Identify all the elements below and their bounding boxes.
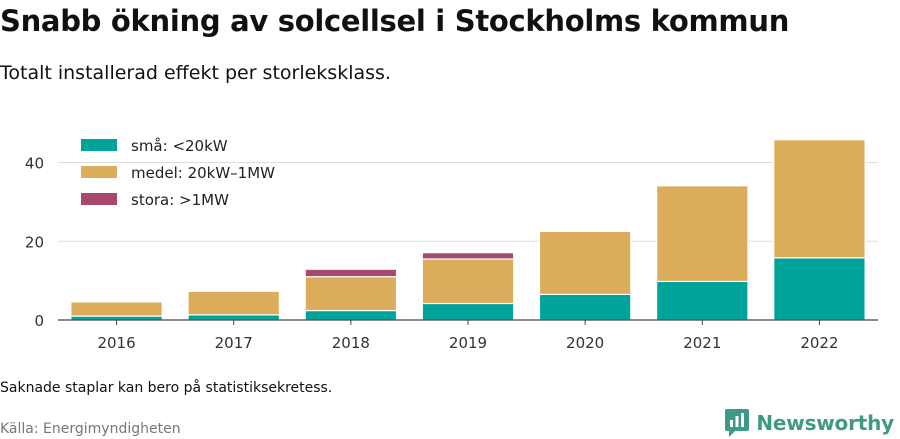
bar-segment: [304, 276, 398, 312]
bar-segment: [187, 290, 280, 316]
brand-name: Newsworthy: [756, 411, 894, 435]
bar-segment: [70, 301, 163, 317]
bar-segment: [538, 230, 632, 296]
x-tick-label: 2016: [97, 334, 135, 352]
y-tick-label: 40: [25, 155, 44, 173]
x-tick-label: 2018: [332, 334, 370, 352]
bar-segment: [421, 302, 515, 321]
x-tick-label: 2022: [800, 334, 838, 352]
y-tick-label: 0: [34, 312, 44, 330]
chart-source: Källa: Energimyndigheten: [0, 421, 181, 437]
x-tick-label: 2020: [566, 334, 604, 352]
legend-label: små: <20kW: [131, 137, 228, 155]
chart-subtitle: Totalt installerad effekt per storlekskl…: [0, 62, 391, 84]
x-tick-label: 2017: [215, 334, 253, 352]
brand-logo[interactable]: Newsworthy: [724, 408, 894, 438]
x-tick-label: 2019: [449, 334, 487, 352]
bar-segment: [773, 139, 866, 259]
bar-segment: [773, 257, 866, 321]
legend-label: medel: 20kW–1MW: [131, 164, 275, 182]
bar-segment: [655, 185, 749, 283]
chart-note: Saknade staplar kan bero på statistiksek…: [0, 380, 333, 396]
axes: 0 20 40 2016 2017 2018 2019 2020 2021 2022: [25, 155, 878, 352]
bar-segment: [538, 293, 632, 321]
stacked-bar-chart: 0 20 40 2016 2017 2018 2019 2020 2021 2022 små: <…: [25, 137, 878, 352]
legend-label: stora: >1MW: [131, 191, 229, 209]
bar-segment: [421, 252, 515, 260]
bar-segment: [187, 314, 280, 321]
legend: små: <20kW medel: 20kW–1MW stora: >1MW: [81, 137, 275, 209]
bar-segment: [655, 280, 749, 321]
legend-swatch: [81, 139, 117, 151]
legend-swatch: [81, 166, 117, 178]
bar-segment: [421, 258, 515, 305]
newsworthy-logo-icon: [725, 409, 750, 437]
bar-segment: [304, 268, 398, 278]
bar-segment: [304, 309, 398, 321]
bars: [70, 139, 866, 321]
legend-swatch: [81, 193, 117, 205]
x-tick-label: 2021: [683, 334, 721, 352]
y-tick-label: 20: [25, 233, 44, 251]
chart-title: Snabb ökning av solcellsel i Stockholms …: [0, 4, 790, 38]
